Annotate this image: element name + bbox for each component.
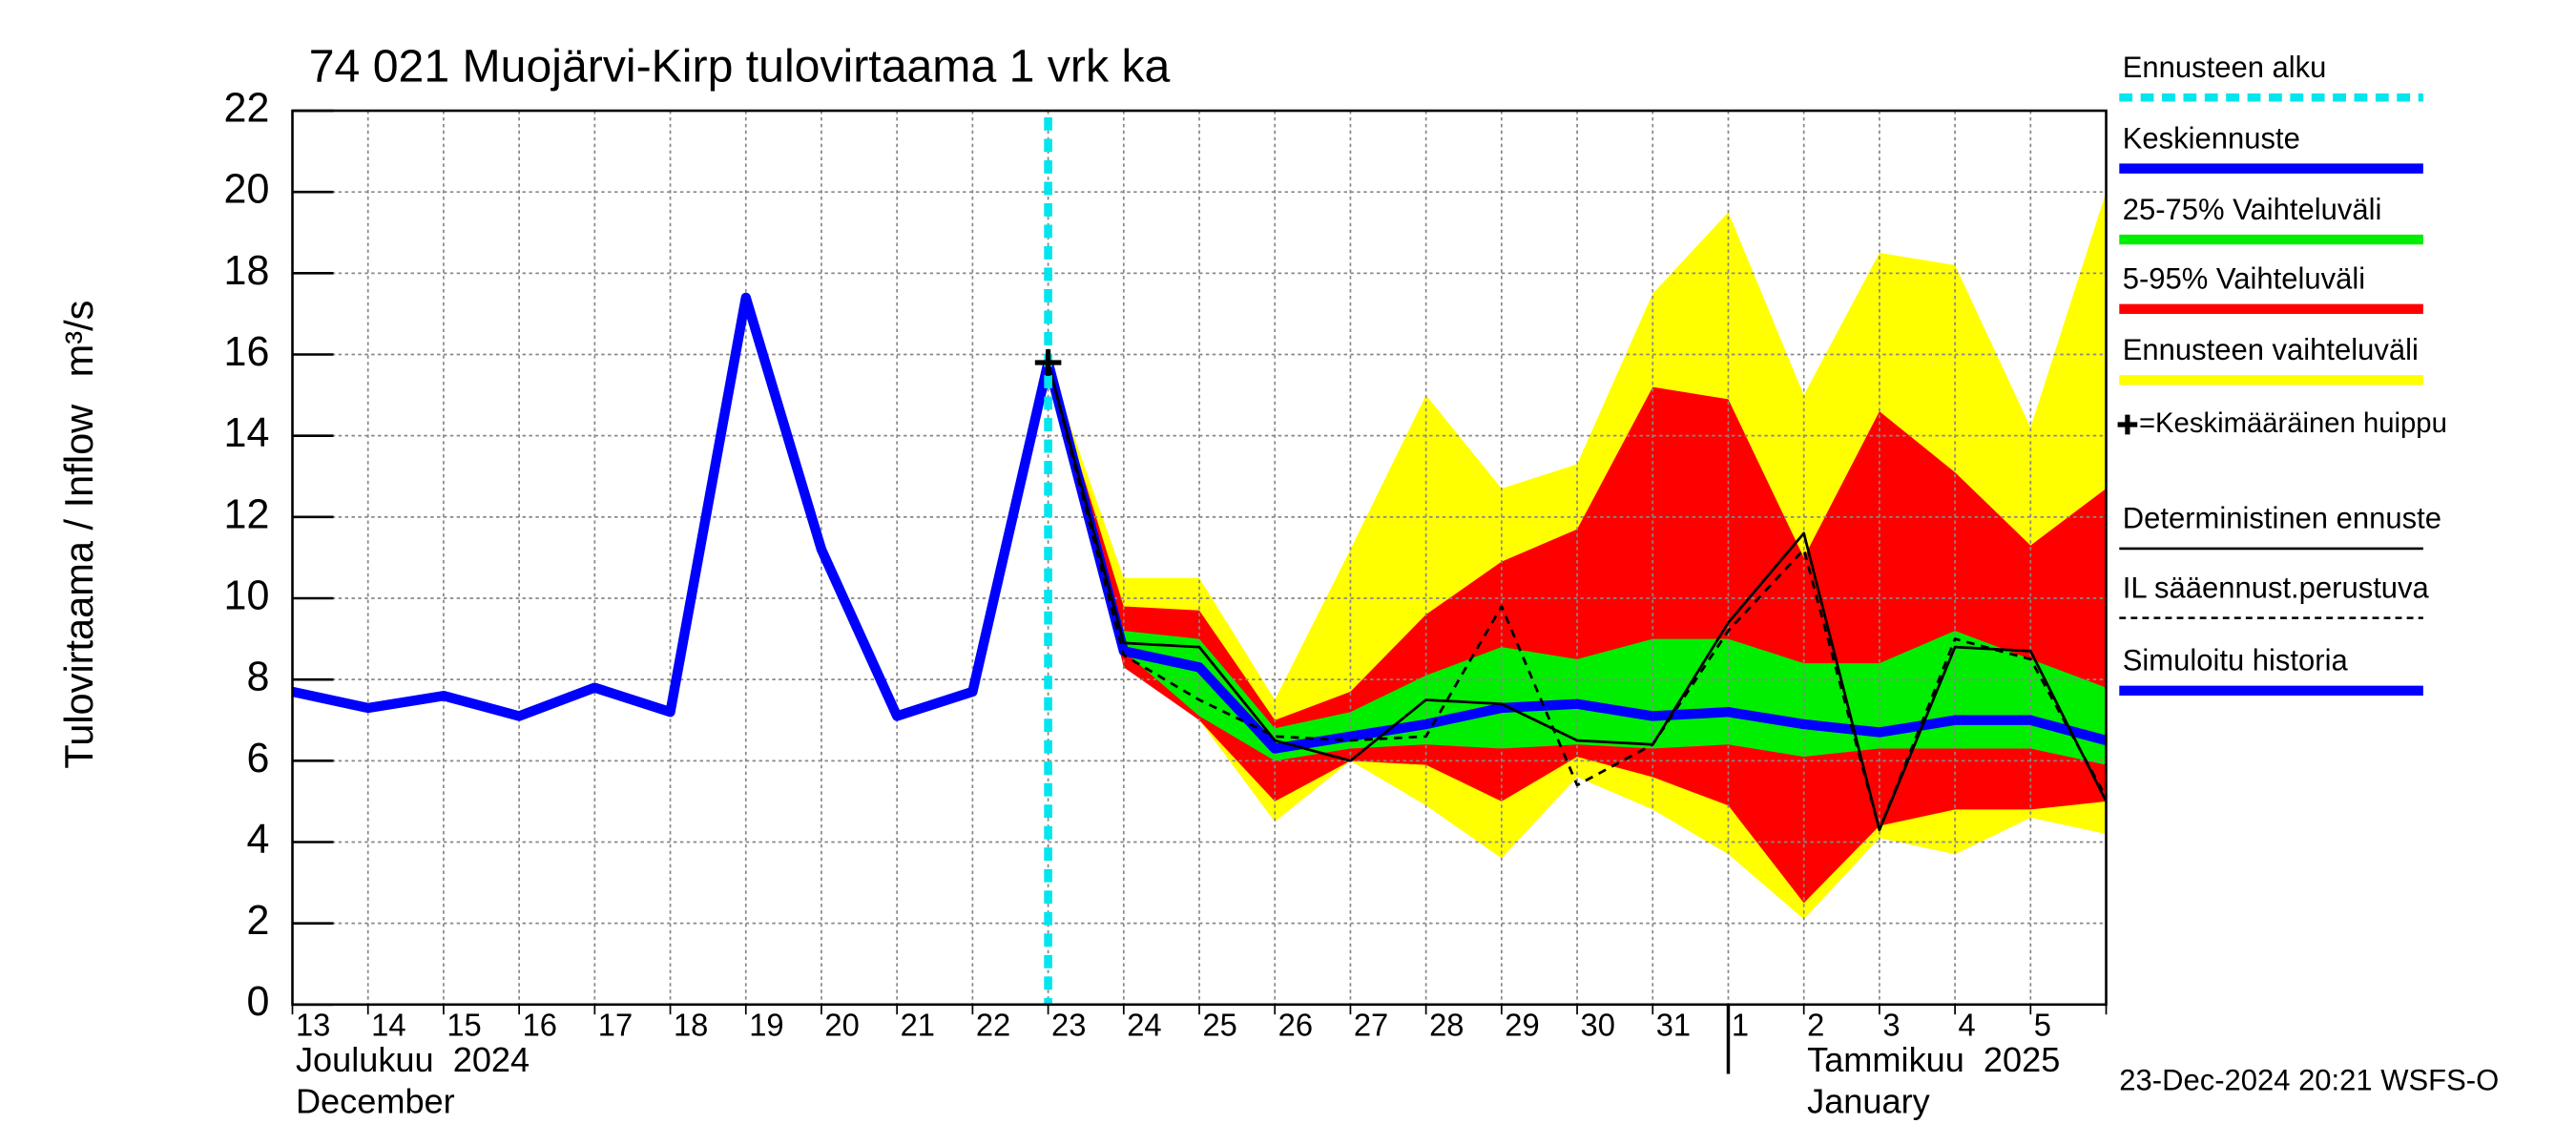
x-tick-label: 23: [1051, 1008, 1086, 1043]
x-tick-label: 15: [447, 1008, 481, 1043]
y-tick-label: 4: [246, 817, 269, 863]
x-tick-label: 3: [1882, 1008, 1900, 1043]
month-label: January: [1807, 1081, 1930, 1120]
x-tick-label: 13: [296, 1008, 330, 1043]
y-tick-label: 16: [224, 329, 270, 375]
x-tick-label: 4: [1959, 1008, 1976, 1043]
series-line: [1047, 362, 2108, 832]
y-tick-label: 8: [246, 654, 269, 699]
x-tick-label: 22: [976, 1008, 1010, 1043]
legend-label: Simuloitu historia: [2123, 644, 2349, 677]
y-tick-label: 20: [224, 167, 270, 213]
y-tick-label: 12: [224, 491, 270, 537]
x-tick-label: 27: [1354, 1008, 1388, 1043]
x-tick-label: 17: [598, 1008, 633, 1043]
timestamp: 23-Dec-2024 20:21 WSFS-O: [2119, 1063, 2499, 1096]
x-tick-label: 18: [674, 1008, 708, 1043]
x-tick-label: 29: [1505, 1008, 1539, 1043]
x-tick-label: 19: [749, 1008, 783, 1043]
y-axis-unit: m³/s: [56, 301, 101, 378]
legend-label: Deterministinen ennuste: [2123, 502, 2441, 535]
x-tick-label: 2: [1807, 1008, 1824, 1043]
legend-label: Ennusteen vaihteluväli: [2123, 333, 2419, 366]
x-tick-label: 24: [1127, 1008, 1161, 1043]
legend-label: =Keskimääräinen huippu: [2139, 407, 2447, 439]
series-line: [1047, 362, 2108, 832]
y-tick-label: 10: [224, 572, 270, 618]
x-tick-label: 14: [371, 1008, 405, 1043]
x-tick-label: 20: [824, 1008, 859, 1043]
y-tick-label: 0: [246, 979, 269, 1025]
y-tick-label: 14: [224, 410, 270, 456]
forecast-band: [1048, 363, 2107, 765]
series-line: [1043, 361, 2108, 754]
x-tick-label: 16: [523, 1008, 557, 1043]
x-tick-label: 1: [1732, 1008, 1749, 1043]
y-tick-label: 2: [246, 898, 269, 944]
forecast-band: [1048, 363, 2107, 904]
peak-marker: [1034, 349, 1062, 376]
y-tick-label: 22: [224, 85, 270, 131]
legend-label: Keskiennuste: [2123, 121, 2300, 155]
x-tick-label: 28: [1429, 1008, 1464, 1043]
x-tick-label: 30: [1581, 1008, 1615, 1043]
y-tick-label: 18: [224, 248, 270, 294]
legend-label: 5-95% Vaihteluväli: [2123, 262, 2365, 296]
legend-label: Ennusteen alku: [2123, 51, 2327, 84]
month-label: December: [296, 1081, 455, 1120]
legend-symbol: [2117, 414, 2138, 435]
series-line: [291, 292, 1053, 721]
x-tick-label: 25: [1202, 1008, 1236, 1043]
x-tick-label: 5: [2034, 1008, 2051, 1043]
chart-title: 74 021 Muojärvi-Kirp tulovirtaama 1 vrk …: [309, 40, 1171, 92]
legend-label: 25-75% Vaihteluväli: [2123, 193, 2382, 226]
x-tick-label: 26: [1278, 1008, 1313, 1043]
month-label: Joulukuu 2024: [296, 1040, 530, 1079]
x-tick-label: 31: [1656, 1008, 1691, 1043]
month-label: Tammikuu 2025: [1807, 1040, 2060, 1079]
y-tick-label: 6: [246, 736, 269, 781]
legend-label: IL sääennust.perustuva: [2123, 571, 2430, 604]
y-axis-label: Tulovirtaama / Inflow: [56, 404, 101, 769]
x-tick-label: 21: [901, 1008, 935, 1043]
